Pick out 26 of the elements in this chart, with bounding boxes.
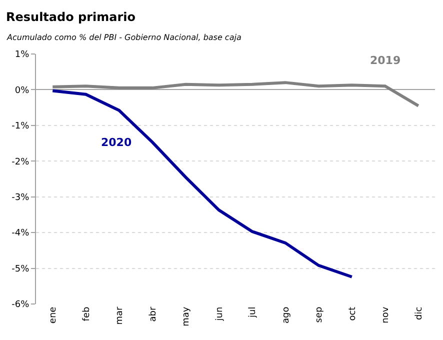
x-tick-label: mar (115, 306, 126, 325)
chart-subtitle: Acumulado como % del PBI - Gobierno Nacional, base caja (6, 33, 242, 42)
y-tick-label: 0% (14, 86, 30, 96)
x-tick-label: abr (148, 306, 158, 322)
x-tick-label: jul (248, 306, 258, 319)
y-tick-label: -1% (12, 122, 30, 132)
y-tick-label: -3% (12, 193, 30, 204)
x-tick-label: may (182, 306, 192, 326)
x-tick-label: ene (48, 306, 59, 324)
y-tick-label: -4% (12, 228, 30, 239)
x-tick-label: ago (281, 306, 292, 324)
x-tick-label: dic (414, 306, 424, 320)
x-tick-label: nov (381, 306, 392, 324)
y-tick-label: -6% (12, 300, 30, 310)
x-tick-label: sep (314, 306, 325, 323)
x-tick-label: oct (348, 306, 358, 321)
y-tick-label: -5% (12, 264, 30, 274)
y-tick-label: -2% (12, 157, 30, 168)
series-label: 2019 (370, 54, 401, 67)
y-tick-label: 1% (14, 50, 30, 60)
line-series (51, 89, 354, 278)
x-tick-label: feb (82, 306, 92, 322)
series-label: 2020 (101, 136, 132, 149)
line-series (51, 81, 420, 108)
chart-title: Resultado primario (6, 10, 136, 24)
x-tick-label: jun (214, 306, 225, 322)
